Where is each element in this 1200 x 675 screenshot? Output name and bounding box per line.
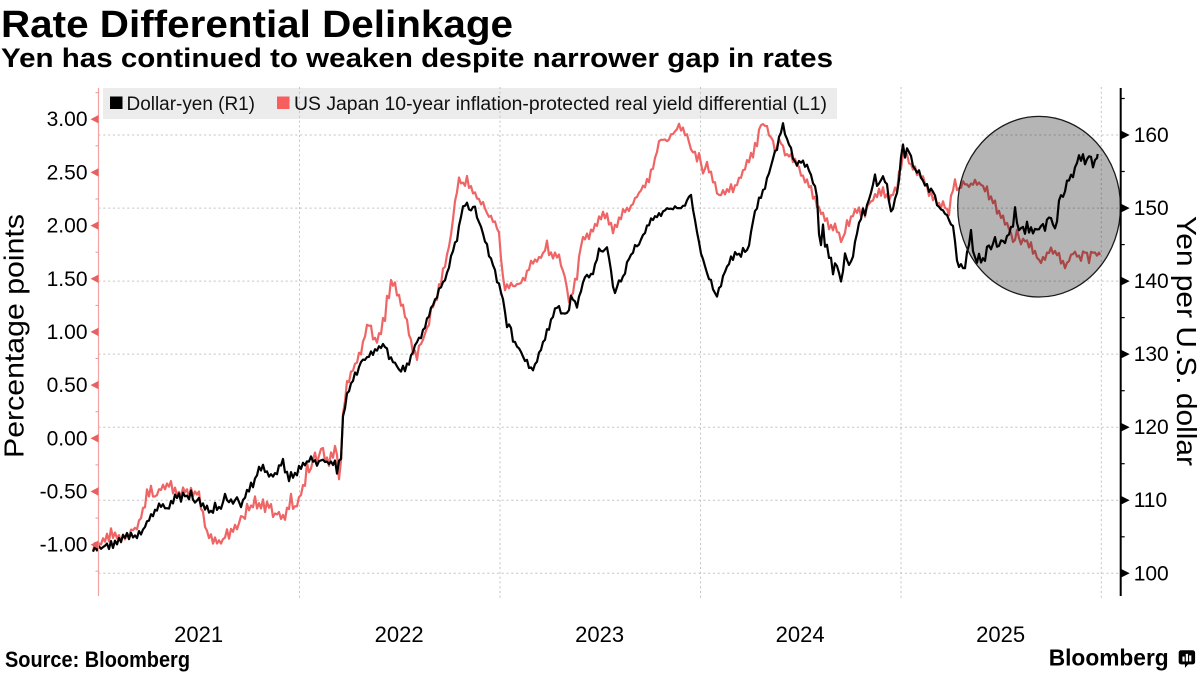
svg-text:150: 150 [1134, 197, 1169, 220]
svg-text:0.50: 0.50 [47, 374, 88, 397]
svg-text:Yen has continued to weaken de: Yen has continued to weaken despite narr… [1, 43, 833, 73]
svg-text:110: 110 [1134, 489, 1167, 512]
svg-text:-1.00: -1.00 [40, 534, 88, 557]
svg-text:2025: 2025 [976, 622, 1025, 647]
svg-text:Rate Differential Delinkage: Rate Differential Delinkage [1, 4, 513, 46]
svg-text:Percentage points: Percentage points [0, 214, 30, 458]
svg-text:2021: 2021 [174, 622, 223, 647]
svg-text:2.50: 2.50 [47, 161, 88, 184]
svg-text:100: 100 [1134, 562, 1169, 585]
svg-text:0.00: 0.00 [47, 427, 88, 450]
svg-text:2023: 2023 [575, 622, 624, 647]
svg-text:130: 130 [1134, 343, 1169, 366]
svg-text:3.00: 3.00 [47, 108, 88, 131]
svg-text:140: 140 [1134, 270, 1169, 293]
svg-text:1.50: 1.50 [47, 268, 88, 291]
svg-text:2024: 2024 [776, 622, 825, 647]
svg-text:Dollar-yen (R1): Dollar-yen (R1) [127, 94, 256, 115]
svg-text:US Japan 10-year inflation-pro: US Japan 10-year inflation-protected rea… [294, 94, 827, 115]
svg-text:120: 120 [1134, 416, 1169, 439]
svg-text:2.00: 2.00 [47, 215, 88, 238]
svg-text:Bloomberg: Bloomberg [1049, 645, 1169, 671]
svg-text:1.00: 1.00 [47, 321, 88, 344]
svg-text:2022: 2022 [375, 622, 424, 647]
svg-text:Source: Bloomberg: Source: Bloomberg [5, 647, 190, 672]
svg-text:-0.50: -0.50 [40, 481, 88, 504]
svg-text:Yen per U.S. dollar: Yen per U.S. dollar [1171, 216, 1200, 466]
svg-text:160: 160 [1134, 124, 1169, 147]
